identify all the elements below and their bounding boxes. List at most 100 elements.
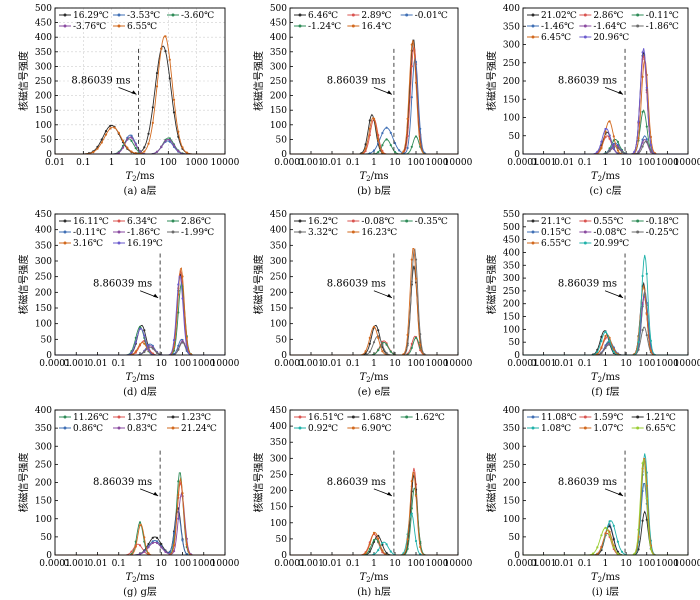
- series-point: [381, 144, 384, 147]
- series-point: [641, 75, 644, 78]
- series-point: [155, 150, 159, 153]
- y-tick-label: 400: [503, 248, 520, 258]
- x-tick-label: 10000: [444, 158, 473, 168]
- legend-label: 1.23℃: [181, 413, 211, 423]
- x-tick-label: 10000: [444, 359, 473, 369]
- series-point: [616, 552, 620, 555]
- x-tick-label: 100: [160, 158, 177, 168]
- series-line: [523, 483, 688, 556]
- series-point: [616, 540, 620, 543]
- series-point: [414, 336, 418, 339]
- series-point: [364, 350, 367, 353]
- series-point: [151, 536, 154, 539]
- y-axis-label: 核磁信号强度: [17, 51, 30, 111]
- legend-marker: [351, 13, 355, 17]
- y-axis-label: 核磁信号强度: [252, 453, 265, 513]
- series-point: [419, 545, 422, 549]
- legend-marker: [583, 241, 587, 245]
- y-tick-label: 200: [503, 300, 520, 310]
- y-tick-label: 50: [276, 135, 288, 145]
- series-point: [185, 336, 188, 339]
- y-tick-label: 350: [270, 241, 287, 251]
- y-tick-label: 150: [35, 497, 52, 507]
- series-point: [637, 548, 640, 551]
- series-point: [633, 552, 636, 555]
- series-point: [596, 350, 599, 353]
- legend-marker: [171, 219, 175, 223]
- series-point: [113, 126, 116, 129]
- x-tick-label: 0.1: [578, 359, 592, 369]
- x-tick-label: 10: [389, 359, 401, 369]
- series-point: [160, 47, 163, 50]
- plot-frame: [289, 213, 459, 356]
- y-tick-label: 350: [35, 241, 52, 251]
- series-point: [185, 151, 188, 154]
- series-point: [151, 541, 154, 545]
- x-tick-label: 100: [407, 158, 424, 168]
- series-point: [604, 130, 607, 133]
- threshold-annotation: 8.86039 ms: [327, 279, 386, 290]
- series-point: [155, 72, 159, 75]
- series-point: [414, 494, 418, 497]
- x-tick-label: 1000: [656, 359, 679, 369]
- legend-label: 1.07℃: [593, 424, 623, 434]
- series-point: [143, 342, 146, 345]
- x-tick-label: 100: [174, 559, 191, 569]
- series-point: [168, 58, 171, 61]
- series-point: [645, 140, 648, 143]
- series-point: [381, 549, 384, 552]
- series-point: [616, 140, 620, 143]
- series-point: [410, 480, 413, 483]
- y-tick-label: 150: [270, 106, 287, 116]
- legend-marker: [117, 24, 121, 28]
- x-tick-label: 0.0001: [507, 158, 539, 168]
- series-point: [641, 274, 644, 278]
- series-point: [164, 50, 167, 53]
- series-line: [55, 480, 225, 556]
- series-point: [104, 133, 108, 136]
- series-point: [147, 546, 150, 549]
- series-point: [393, 142, 397, 145]
- series-point: [645, 334, 648, 337]
- legend-marker: [531, 219, 535, 223]
- y-tick-label: 300: [270, 257, 287, 267]
- series-line: [290, 57, 458, 155]
- y-tick-label: 50: [41, 135, 53, 145]
- series-point: [377, 537, 380, 540]
- y-tick-label: 400: [270, 226, 287, 236]
- x-tick-label: 0.0001: [507, 359, 539, 369]
- series-point: [608, 534, 611, 537]
- y-tick-label: 400: [35, 226, 52, 236]
- series-point: [604, 334, 607, 338]
- series-point: [620, 550, 624, 553]
- x-tick-label: 1: [137, 359, 143, 369]
- series-point: [151, 347, 154, 350]
- y-tick-label: 100: [270, 121, 287, 131]
- legend-marker: [405, 219, 409, 223]
- series-line: [55, 507, 225, 556]
- legend-label: 1.68℃: [361, 413, 391, 423]
- legend-marker: [63, 24, 67, 28]
- series-point: [596, 150, 599, 153]
- x-axis-label: T2/ms: [591, 171, 620, 183]
- y-tick-label: 200: [35, 479, 52, 489]
- series-point: [406, 134, 409, 138]
- y-tick-label: 150: [503, 497, 520, 507]
- series-point: [151, 106, 154, 109]
- x-tick-label: 0.01: [322, 359, 342, 369]
- threshold-annotation: 8.86039 ms: [71, 75, 130, 86]
- series-point: [596, 546, 599, 549]
- series-point: [608, 523, 611, 526]
- legend-label: 0.86℃: [73, 424, 103, 434]
- series-point: [645, 518, 648, 521]
- series-line: [290, 247, 458, 356]
- y-axis-label: 核磁信号强度: [485, 255, 498, 315]
- legend-marker: [351, 24, 355, 28]
- x-tick-label: 0.001: [298, 359, 324, 369]
- series-point: [385, 343, 388, 346]
- annotation-arrowhead: [153, 491, 159, 496]
- panel-7: 0501001502002503003504004500.00010.0010.…: [252, 406, 473, 598]
- threshold-annotation: 8.86039 ms: [93, 279, 152, 290]
- series-point: [126, 146, 129, 149]
